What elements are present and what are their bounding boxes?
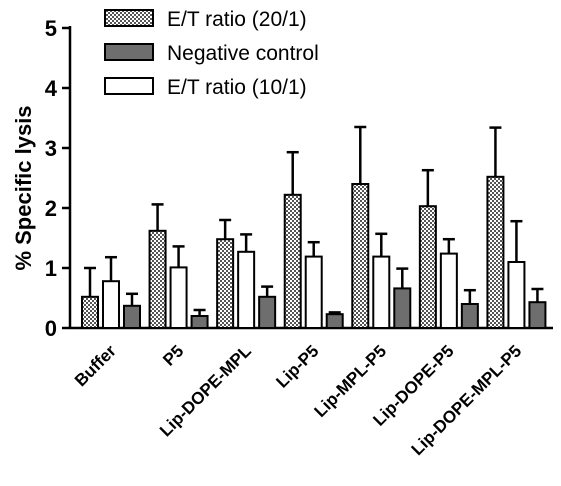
legend: E/T ratio (20/1) Negative control E/T rati… — [104, 8, 319, 99]
bar — [258, 295, 277, 329]
bar — [169, 266, 188, 329]
y-tick-label: 5 — [45, 16, 57, 41]
bar — [283, 193, 302, 329]
legend-swatch — [104, 9, 154, 27]
bar — [190, 315, 209, 329]
x-tick-label: Buffer — [71, 341, 120, 390]
legend-swatch — [104, 77, 154, 95]
bar — [460, 303, 479, 329]
y-tick-label: 0 — [45, 316, 57, 341]
bar — [237, 250, 256, 329]
bar — [372, 255, 391, 330]
bar — [81, 295, 99, 329]
y-tick-label: 2 — [45, 196, 57, 221]
bar — [325, 313, 344, 330]
bar — [102, 280, 120, 330]
bar — [507, 261, 526, 329]
x-tick-label: P5 — [159, 341, 187, 369]
bar — [123, 304, 141, 329]
y-tick-label: 3 — [45, 136, 57, 161]
bar — [393, 287, 412, 329]
bar — [528, 301, 547, 330]
legend-label: E/T ratio (20/1) — [167, 8, 307, 31]
legend-label: Negative control — [167, 42, 319, 65]
y-tick-label: 4 — [45, 76, 58, 101]
legend-swatch — [104, 43, 154, 61]
bar — [148, 229, 167, 329]
bar — [439, 252, 458, 330]
bar — [486, 175, 505, 329]
bar — [418, 205, 437, 329]
bar — [351, 183, 370, 329]
y-axis-label: % Specific lysis — [11, 105, 36, 270]
bar — [216, 238, 235, 329]
y-tick-label: 1 — [45, 256, 57, 281]
x-tick-label: Lip-P5 — [272, 341, 322, 391]
bar — [304, 255, 323, 330]
legend-label: E/T ratio (10/1) — [167, 76, 307, 99]
